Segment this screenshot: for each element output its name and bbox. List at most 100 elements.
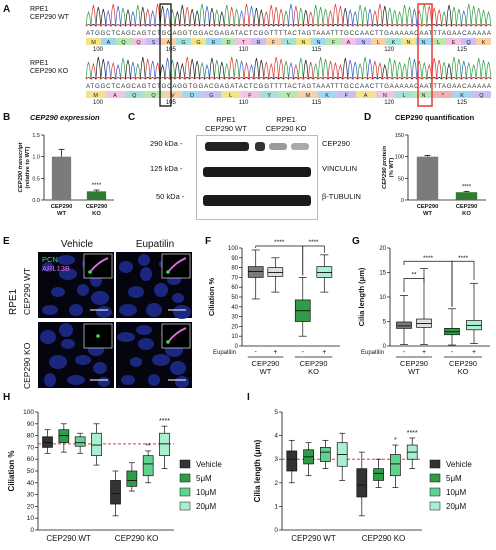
- box: [91, 432, 102, 457]
- nucleus: [148, 374, 160, 386]
- aa-wt-cell: [176, 38, 191, 45]
- aa-ko-cell: [278, 91, 299, 98]
- aa-ko-letter: Y: [267, 93, 271, 99]
- aa-ko-cell: [163, 91, 183, 98]
- y-tick-label: 20: [27, 503, 35, 510]
- aa-wt-letter: F: [332, 40, 336, 46]
- tick-wt: 120: [384, 47, 395, 53]
- treatment-sign: -: [302, 349, 305, 356]
- tick-ko: 115: [312, 100, 322, 106]
- legend-label: Vehicle: [446, 460, 472, 469]
- chromatogram-trace-t: [85, 3, 492, 27]
- blot-band-cep290-wt-1: [205, 142, 249, 151]
- aa-ko-letter: A: [364, 93, 368, 99]
- y-tick-label: 70: [27, 444, 35, 451]
- tick-wt: 125: [457, 47, 468, 53]
- aa-wt-letter: G: [181, 40, 185, 46]
- group-label: CEP290: [449, 359, 477, 368]
- aa-wt-letter: N: [362, 40, 366, 46]
- nucleus: [170, 361, 186, 375]
- aa-wt-cell: [86, 38, 101, 45]
- chart-b-title: CEP290 expression: [30, 113, 100, 122]
- aa-wt-letter: G: [196, 40, 200, 46]
- sequence-text: ATGGCTCAGCAGTCTGCAGGTGGACGAGATACTCGGTTTT…: [86, 30, 492, 37]
- legend-label: 5μM: [446, 474, 462, 483]
- aa-wt-letter: L: [377, 40, 380, 46]
- tick-ko: 125: [457, 100, 468, 106]
- aa-wt-letter: T: [242, 40, 246, 46]
- nucleus: [91, 291, 109, 305]
- y-tick-label: 50: [231, 295, 238, 301]
- y-tick-label: 70: [231, 275, 238, 281]
- aa-ko-cell: [221, 91, 241, 98]
- y-tick-label: 0: [401, 198, 404, 204]
- y-tick-label: 15: [379, 271, 386, 277]
- tick-ko: 120: [384, 100, 395, 106]
- box: [126, 470, 138, 487]
- nucleus: [75, 355, 91, 365]
- y-tick-label: 0.0: [32, 198, 40, 204]
- y-axis-label: Cilia length (μm): [357, 267, 366, 326]
- aa-wt-cell: [116, 38, 131, 45]
- group-label: CEP290: [400, 359, 428, 368]
- aa-ko-cell: [433, 91, 453, 98]
- tick-wt: 115: [312, 47, 322, 53]
- aa-wt-letter: N: [317, 40, 321, 46]
- nucleus: [154, 283, 168, 297]
- aa-ko-letter: V: [171, 93, 175, 99]
- significance-label: ****: [423, 255, 434, 262]
- nucleus: [146, 303, 162, 317]
- y-axis-label: Ciliation %: [7, 451, 16, 492]
- aa-wt-cell: [476, 38, 491, 45]
- x-category-label: CEP290: [456, 204, 478, 210]
- aa-ko-letter: M: [305, 93, 310, 99]
- y-axis-label: (% WT): [389, 158, 395, 178]
- centriole: [166, 340, 170, 344]
- treatment-sign: -: [255, 349, 258, 356]
- group-label: KO: [308, 367, 319, 376]
- sig-bracket: [451, 260, 475, 307]
- y-tick-label: 20: [231, 324, 238, 330]
- significance-label: *: [394, 437, 397, 444]
- highlight-box-black: [159, 3, 172, 107]
- micro-row-ko: CEP290 KO: [22, 342, 32, 389]
- centriole: [88, 270, 92, 274]
- sequence-text: ATGGCTCAGCAGTCTGCAGGTGGACGAGATACTCGGTTTT…: [86, 83, 492, 90]
- blot-protein-1: CEP290: [322, 139, 350, 148]
- nucleus: [77, 284, 89, 296]
- legend-swatch: [429, 487, 441, 497]
- aa-ko-letter: Y: [287, 93, 291, 99]
- aa-wt-letter: K: [392, 40, 396, 46]
- aa-wt-cell: [221, 38, 236, 45]
- nucleus: [121, 375, 135, 385]
- aa-wt-cell: [146, 38, 161, 45]
- y-tick-label: 150: [395, 133, 404, 139]
- y-tick-label: 80: [27, 433, 35, 440]
- significance-label: ****: [308, 239, 319, 246]
- legend-swatch: [429, 473, 441, 483]
- aa-ko-cell: [259, 91, 279, 98]
- x-category-label: WT: [57, 211, 66, 217]
- significance-label: ****: [274, 239, 285, 246]
- box: [316, 266, 333, 278]
- aa-ko-cell: [394, 91, 414, 98]
- aa-ko-cell: [452, 91, 472, 98]
- box: [159, 432, 170, 457]
- centriole: [166, 270, 170, 274]
- tick-ko: 100: [93, 100, 104, 106]
- micro-col-eupatilin: Eupatilin: [135, 239, 175, 250]
- x-group-label: CEP290 WT: [291, 534, 336, 543]
- y-tick-label: 100: [23, 409, 34, 416]
- y-tick-label: 5: [383, 320, 387, 326]
- y-axis-label: Cilia length (μm): [253, 439, 262, 502]
- aa-ko-letter: Q: [151, 93, 156, 99]
- seq-ko-label: RPE1 CEP290 KO: [30, 60, 69, 75]
- aa-ko-cell: [143, 91, 164, 98]
- y-tick-label: 10: [379, 295, 386, 301]
- box: [373, 468, 384, 481]
- y-tick-label: 50: [27, 468, 35, 475]
- box: [58, 429, 70, 444]
- y-tick-label: 1.0: [32, 155, 40, 161]
